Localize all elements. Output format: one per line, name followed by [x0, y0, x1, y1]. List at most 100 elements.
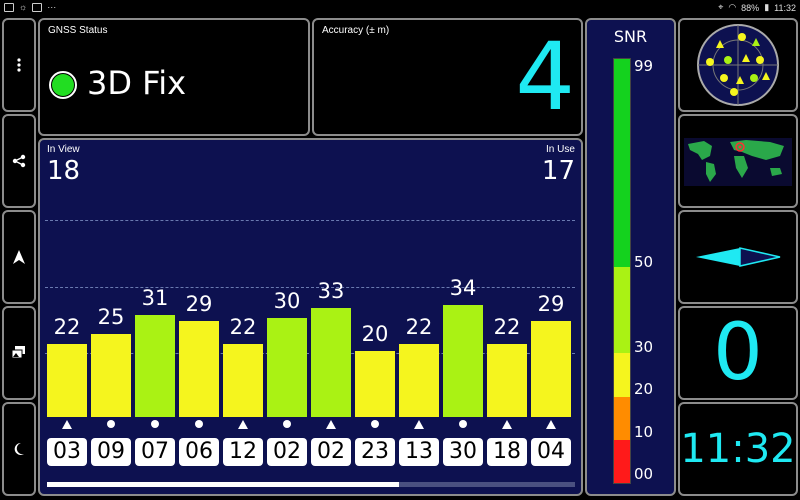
- gridline: [45, 220, 575, 221]
- satellite-prn-label: 04: [531, 438, 571, 466]
- snr-value-label: 31: [141, 286, 169, 310]
- in-use-count: 17: [541, 156, 575, 186]
- snr-value-label: 29: [537, 292, 565, 316]
- sky-view-icon: [697, 24, 779, 106]
- snr-bar: [531, 321, 571, 417]
- snr-value-label: 22: [493, 315, 521, 339]
- accuracy-label: Accuracy (± m): [322, 25, 390, 36]
- snr-scale-segment: [614, 397, 630, 440]
- triangle-marker-icon: [311, 420, 351, 432]
- snr-tick-label: 50: [634, 253, 654, 271]
- satellite-prn-label: 07: [135, 438, 175, 466]
- in-view-label: In View: [47, 144, 80, 155]
- more-notifications-icon: ···: [47, 2, 57, 12]
- snr-bar: [135, 315, 175, 417]
- snr-bar: [91, 334, 131, 417]
- triangle-marker-icon: [487, 420, 527, 432]
- sky-view-button[interactable]: [678, 18, 798, 112]
- navigation-button[interactable]: [2, 210, 36, 304]
- clock-panel: 11:32: [678, 402, 798, 496]
- compass-button[interactable]: [678, 210, 798, 304]
- satellite-prn-label: 02: [311, 438, 351, 466]
- status-bar: ☼ ··· ⌖ ◠ 88% ▮ 11:32: [0, 0, 800, 16]
- heading-panel: 0: [678, 306, 798, 400]
- satellite-prn-label: 23: [355, 438, 395, 466]
- gridline: [45, 353, 575, 354]
- satellite-prn-label: 06: [179, 438, 219, 466]
- share-button[interactable]: [2, 114, 36, 208]
- snr-scale-segment: [614, 353, 630, 397]
- satellite-prn-label: 09: [91, 438, 131, 466]
- snr-bar: [223, 344, 263, 417]
- dot-marker-icon: [355, 420, 395, 431]
- snr-scale-segment: [614, 440, 630, 483]
- snr-tick-label: 30: [634, 338, 654, 356]
- gallery-button[interactable]: [2, 306, 36, 400]
- gridline: [45, 287, 575, 288]
- snr-scale-segment: [614, 59, 630, 267]
- fix-indicator-icon: [49, 71, 77, 99]
- weather-icon: ☼: [19, 2, 28, 12]
- satellite-prn-label: 12: [223, 438, 263, 466]
- status-time: 11:32: [774, 2, 796, 13]
- snr-bar: [311, 308, 351, 417]
- location-icon: ⌖: [718, 2, 724, 12]
- snr-bar: [47, 344, 87, 417]
- snr-bar: [443, 305, 483, 417]
- snr-tick-label: 99: [634, 57, 654, 75]
- heading-value: 0: [713, 308, 763, 398]
- snr-value-label: 22: [229, 315, 257, 339]
- menu-button[interactable]: [2, 18, 36, 112]
- dot-marker-icon: [91, 420, 131, 431]
- triangle-marker-icon: [531, 420, 571, 432]
- triangle-marker-icon: [223, 420, 263, 432]
- world-map-icon: [684, 138, 792, 186]
- snr-title: SNR: [613, 27, 648, 46]
- gnss-status-panel: GNSS Status 3D Fix: [38, 18, 310, 136]
- snr-value-label: 22: [405, 315, 433, 339]
- fix-status-text: 3D Fix: [87, 64, 187, 102]
- snr-value-label: 30: [273, 289, 301, 313]
- wifi-icon: ◠: [728, 2, 737, 12]
- in-use-label: In Use: [546, 144, 575, 155]
- snr-value-label: 25: [97, 305, 125, 329]
- snr-bar: [399, 344, 439, 417]
- snr-value-label: 20: [361, 322, 389, 346]
- snr-value-label: 34: [449, 276, 477, 300]
- clock-time: 11:32: [680, 426, 796, 472]
- satellite-prn-label: 03: [47, 438, 87, 466]
- dot-marker-icon: [267, 420, 307, 431]
- snr-bar: [355, 351, 395, 417]
- satellite-prn-label: 02: [267, 438, 307, 466]
- scroll-track[interactable]: [47, 482, 575, 487]
- snr-tick-label: 10: [634, 423, 654, 441]
- battery-icon: ▮: [764, 2, 770, 12]
- snr-tick-label: 00: [634, 465, 654, 483]
- scroll-thumb[interactable]: [47, 482, 399, 487]
- gnss-status-label: GNSS Status: [48, 25, 108, 36]
- dot-marker-icon: [443, 420, 483, 431]
- more-vert-icon: [17, 58, 21, 72]
- snr-value-label: 22: [53, 315, 81, 339]
- notification-icon: [32, 2, 43, 12]
- satellite-prn-label: 13: [399, 438, 439, 466]
- snr-bar: [179, 321, 219, 417]
- night-mode-button[interactable]: [2, 402, 36, 496]
- snr-bar: [487, 344, 527, 417]
- notification-icon: [4, 2, 14, 12]
- satellite-signal-panel: [38, 138, 583, 496]
- navigation-arrow-icon: [13, 250, 25, 264]
- accuracy-panel: Accuracy (± m) 4: [312, 18, 583, 136]
- moon-icon: [14, 442, 24, 455]
- dot-marker-icon: [179, 420, 219, 431]
- world-map-button[interactable]: [678, 114, 798, 208]
- snr-color-scale: [613, 58, 631, 484]
- battery-level: 88%: [741, 2, 760, 13]
- snr-bar: [267, 318, 307, 417]
- triangle-marker-icon: [399, 420, 439, 432]
- compass-arrow-icon: [696, 247, 781, 267]
- triangle-marker-icon: [47, 420, 87, 432]
- system-icons: ⌖ ◠ 88% ▮ 11:32: [718, 2, 796, 13]
- snr-value-label: 33: [317, 279, 345, 303]
- in-view-count: 18: [47, 156, 81, 186]
